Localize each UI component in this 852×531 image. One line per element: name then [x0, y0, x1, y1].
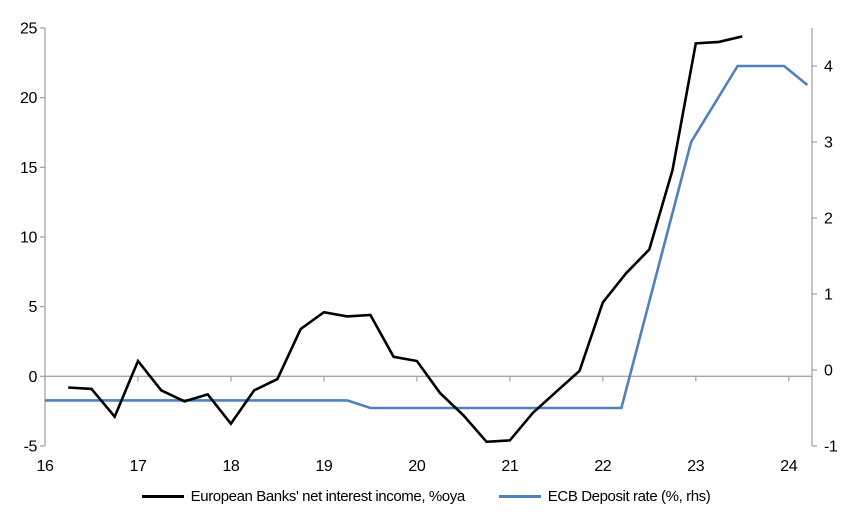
x-axis-label: 18	[222, 458, 239, 475]
left-axis-label: -5	[24, 439, 38, 456]
x-axis-label: 16	[37, 458, 54, 475]
ecb-deposit-rate-line	[45, 64, 809, 410]
left-axis-label: 10	[20, 230, 37, 247]
net-interest-income-line	[68, 35, 743, 444]
right-axis-label: 2	[824, 211, 833, 228]
right-axis-label: 1	[824, 287, 833, 304]
legend-item-net-interest-income: European Banks' net interest income, %oy…	[141, 488, 466, 505]
x-axis-label: 22	[594, 458, 611, 475]
legend-item-ecb-deposit-rate: ECB Deposit rate (%, rhs)	[498, 488, 711, 505]
left-axis-label: 20	[20, 90, 37, 107]
left-axis-label: 15	[20, 160, 37, 177]
legend-label-net-interest-income: European Banks' net interest income, %oy…	[190, 488, 466, 505]
legend: European Banks' net interest income, %oy…	[0, 488, 852, 505]
x-axis-label: 17	[129, 458, 146, 475]
blue-line-swatch	[498, 495, 541, 498]
x-axis-label: 23	[687, 458, 704, 475]
legend-label-ecb-deposit-rate: ECB Deposit rate (%, rhs)	[547, 488, 711, 505]
x-axis-label: 19	[315, 458, 332, 475]
right-axis-label: -1	[824, 439, 838, 456]
black-line-swatch	[141, 495, 184, 498]
right-axis-label: 0	[824, 363, 833, 380]
left-axis-label: 0	[29, 369, 38, 386]
x-axis-label: 21	[501, 458, 518, 475]
right-axis-label: 4	[824, 59, 833, 76]
x-axis-label: 20	[408, 458, 425, 475]
left-axis-label: 25	[20, 21, 37, 38]
x-axis-label: 24	[780, 458, 797, 475]
right-axis-label: 3	[824, 135, 833, 152]
left-axis-label: 5	[29, 299, 38, 316]
